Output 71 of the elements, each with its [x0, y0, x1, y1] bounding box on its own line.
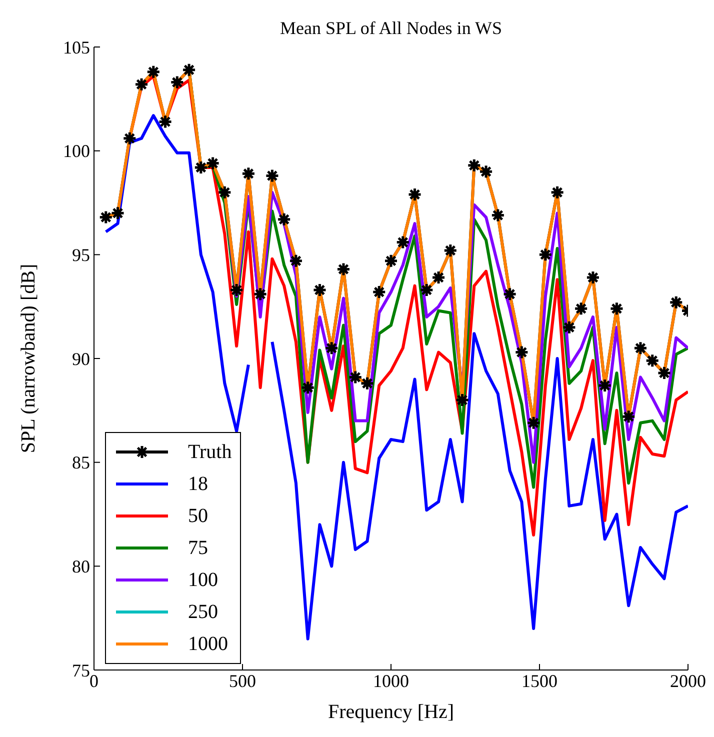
point [550, 185, 565, 200]
point [586, 270, 600, 285]
point [443, 243, 458, 258]
legend-label: 75 [188, 536, 208, 560]
point [514, 345, 529, 360]
y-tick-label: 105 [63, 37, 90, 58]
point [562, 320, 576, 335]
point [348, 370, 363, 384]
point [502, 286, 518, 302]
point [408, 187, 422, 202]
point [98, 210, 114, 225]
point [668, 295, 684, 310]
x-tick-label: 500 [229, 670, 256, 691]
point [241, 166, 256, 181]
point [656, 366, 672, 380]
legend-label: 250 [188, 600, 218, 624]
point [122, 131, 137, 146]
point [526, 416, 541, 430]
point [384, 254, 398, 268]
point [324, 340, 339, 356]
point [288, 254, 304, 268]
y-tick-label: 100 [63, 141, 90, 162]
point [312, 282, 327, 298]
point [182, 62, 196, 78]
point [336, 262, 351, 276]
point [229, 282, 244, 298]
point [372, 284, 386, 300]
point [264, 168, 280, 184]
point [396, 234, 410, 250]
point [146, 64, 161, 80]
legend-label: 100 [188, 568, 218, 592]
point [598, 378, 612, 393]
point [431, 270, 446, 285]
point [217, 185, 232, 200]
y-axis-title: SPL (narrowband) [dB] [18, 264, 40, 454]
point [466, 158, 482, 173]
point [419, 282, 434, 298]
x-axis-title: Frequency [Hz] [328, 701, 454, 723]
legend-label: 50 [188, 504, 208, 528]
x-tick-label: 1500 [522, 670, 558, 691]
point [490, 208, 506, 222]
x-tick-label: 2000 [670, 670, 706, 691]
point [478, 164, 494, 179]
point [206, 156, 220, 171]
point [633, 340, 648, 356]
point [300, 380, 316, 395]
point [110, 206, 126, 220]
point [621, 409, 636, 424]
point [360, 376, 374, 391]
point [455, 392, 470, 408]
chart-title: Mean SPL of All Nodes in WS [278, 18, 503, 39]
point [276, 212, 292, 227]
point [134, 77, 149, 92]
x-tick-label: 1000 [373, 670, 409, 691]
point [645, 353, 660, 368]
legend-label: 1000 [188, 632, 228, 656]
point [609, 301, 624, 316]
point [170, 75, 184, 90]
point [158, 114, 173, 130]
point [574, 301, 588, 316]
point [253, 286, 268, 302]
y-tick-label: 90 [72, 348, 90, 369]
y-tick-label: 80 [72, 556, 90, 577]
y-tick-label: 85 [72, 452, 90, 473]
point [194, 160, 208, 175]
point [538, 247, 553, 262]
legend-label: Truth [188, 440, 232, 464]
y-tick-label: 95 [72, 245, 90, 266]
y-tick-label: 75 [72, 660, 90, 680]
legend-label: 18 [188, 472, 208, 496]
x-tick-label: 0 [90, 670, 98, 691]
